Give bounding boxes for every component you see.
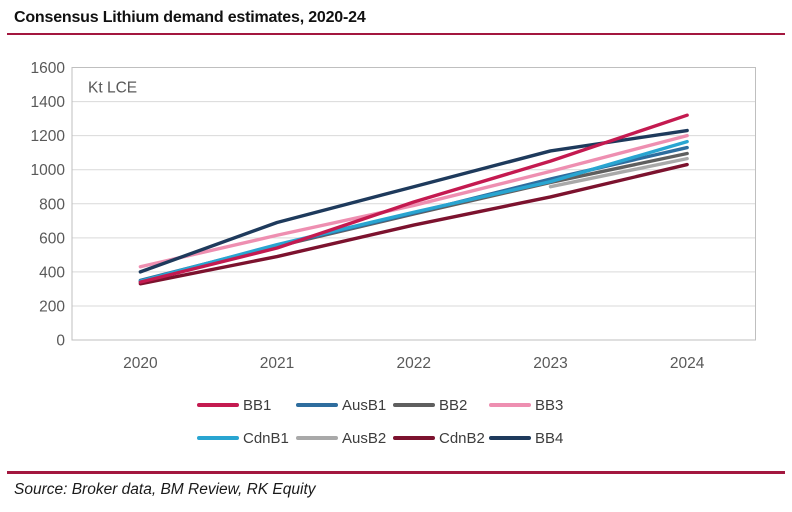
y-tick-label: 1400 — [31, 94, 66, 111]
legend-swatch-cdnb2 — [393, 436, 435, 440]
y-tick-label: 400 — [39, 264, 65, 281]
legend-label-cdnb2: CdnB2 — [439, 429, 485, 447]
title-rule — [7, 33, 785, 35]
legend-item-bb3: BB3 — [489, 396, 563, 414]
legend-label-ausb1: AusB1 — [342, 396, 387, 414]
legend-item-bb1: BB1 — [197, 396, 296, 414]
legend-label-bb4: BB4 — [535, 429, 564, 447]
legend-label-bb1: BB1 — [243, 396, 272, 414]
legend-item-cdnb1: CdnB1 — [197, 429, 296, 447]
series-line-bb3 — [138, 133, 689, 269]
x-tick-label: 2021 — [260, 355, 294, 372]
series-line-cdnb1 — [138, 139, 689, 283]
y-tick-label: 1600 — [31, 60, 66, 77]
legend-label-bb2: BB2 — [439, 396, 468, 414]
legend-label-ausb2: AusB2 — [342, 429, 387, 447]
legend-swatch-bb1 — [197, 403, 239, 407]
x-tick-label: 2020 — [123, 355, 158, 372]
page-title: Consensus Lithium demand estimates, 2020… — [14, 9, 366, 26]
legend-item-cdnb2: CdnB2 — [393, 429, 489, 447]
legend-swatch-bb3 — [489, 403, 531, 407]
legend-swatch-ausb1 — [296, 403, 338, 407]
legend-item-bb2: BB2 — [393, 396, 489, 414]
series-line-cdnb2 — [138, 162, 689, 286]
source-note: Source: Broker data, BM Review, RK Equit… — [14, 481, 316, 498]
legend-swatch-ausb2 — [296, 436, 338, 440]
y-tick-label: 800 — [39, 196, 65, 213]
series-line-ausb2 — [548, 156, 689, 189]
legend-item-ausb1: AusB1 — [296, 396, 393, 414]
y-tick-label: 0 — [56, 333, 65, 350]
legend-swatch-bb4 — [489, 436, 531, 440]
plot-border — [71, 67, 756, 341]
legend-label-bb3: BB3 — [535, 396, 564, 414]
y-tick-label: 600 — [39, 230, 65, 247]
x-tick-label: 2022 — [397, 355, 431, 372]
x-tick-label: 2023 — [533, 355, 567, 372]
y-tick-label: 200 — [39, 298, 65, 315]
chart-legend: BB1 AusB1 BB2 BB3 CdnB1 AusB2 CdnB2 BB4 — [197, 396, 563, 447]
legend-swatch-bb2 — [393, 403, 435, 407]
legend-swatch-cdnb1 — [197, 436, 239, 440]
y-tick-label: 1200 — [31, 128, 66, 145]
legend-item-ausb2: AusB2 — [296, 429, 393, 447]
footer-rule — [7, 471, 785, 474]
unit-label: Kt LCE — [88, 80, 137, 97]
series-line-bb1 — [138, 113, 689, 284]
legend-label-cdnb1: CdnB1 — [243, 429, 289, 447]
x-tick-label: 2024 — [670, 355, 705, 372]
y-tick-label: 1000 — [31, 162, 66, 179]
legend-item-bb4: BB4 — [489, 429, 563, 447]
